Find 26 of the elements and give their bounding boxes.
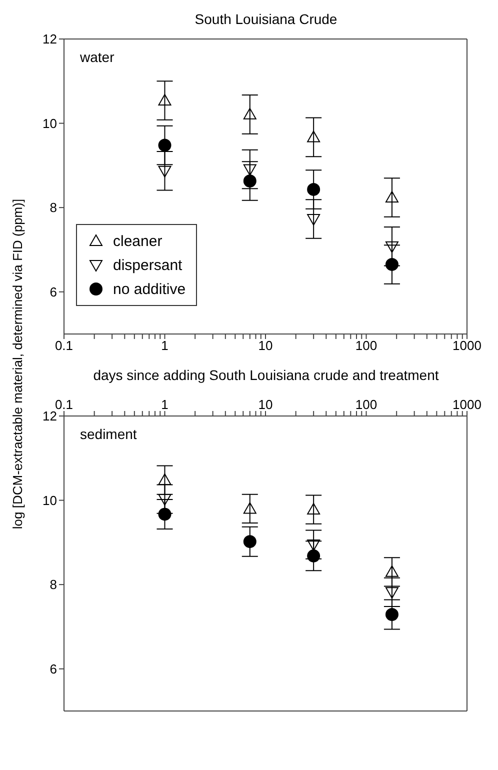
legend-label: no additive bbox=[113, 280, 186, 298]
x2-tick-label: 0.1 bbox=[54, 397, 74, 412]
x-tick-label: 1 bbox=[161, 397, 168, 412]
chart-title: South Louisiana Crude bbox=[194, 10, 338, 29]
y-tick-label: 12 bbox=[42, 408, 57, 424]
y-tick-label: 10 bbox=[42, 116, 57, 131]
x-tick-label: 10 bbox=[258, 338, 273, 354]
y-tick-label: 10 bbox=[42, 492, 57, 508]
annotation: water bbox=[80, 49, 114, 65]
x-tick-label: 1 bbox=[161, 338, 168, 354]
x-tick-label: 100 bbox=[355, 338, 378, 354]
legend-label: cleaner bbox=[113, 232, 162, 250]
x2-tick-label: 1000 bbox=[452, 397, 482, 412]
x2-tick-label: 100 bbox=[355, 397, 378, 412]
y-axis-title: log [DCM-extractable material, determined via FID (ppm)] bbox=[10, 198, 25, 530]
x-tick-label: 1000 bbox=[452, 338, 482, 354]
x-axis-title: days since adding South Louisiana crude and treatment bbox=[92, 366, 440, 385]
y-tick-label: 12 bbox=[42, 32, 57, 47]
y-tick-label: 6 bbox=[50, 284, 57, 300]
y-tick-label: 8 bbox=[50, 577, 57, 592]
x-tick-label: 0.1 bbox=[54, 338, 74, 354]
y-tick-label: 6 bbox=[50, 661, 57, 676]
legend-label: dispersant bbox=[113, 256, 182, 274]
y-tick-label: 8 bbox=[50, 200, 57, 216]
x2-tick-label: 10 bbox=[258, 397, 273, 412]
annotation: sediment bbox=[80, 426, 137, 442]
